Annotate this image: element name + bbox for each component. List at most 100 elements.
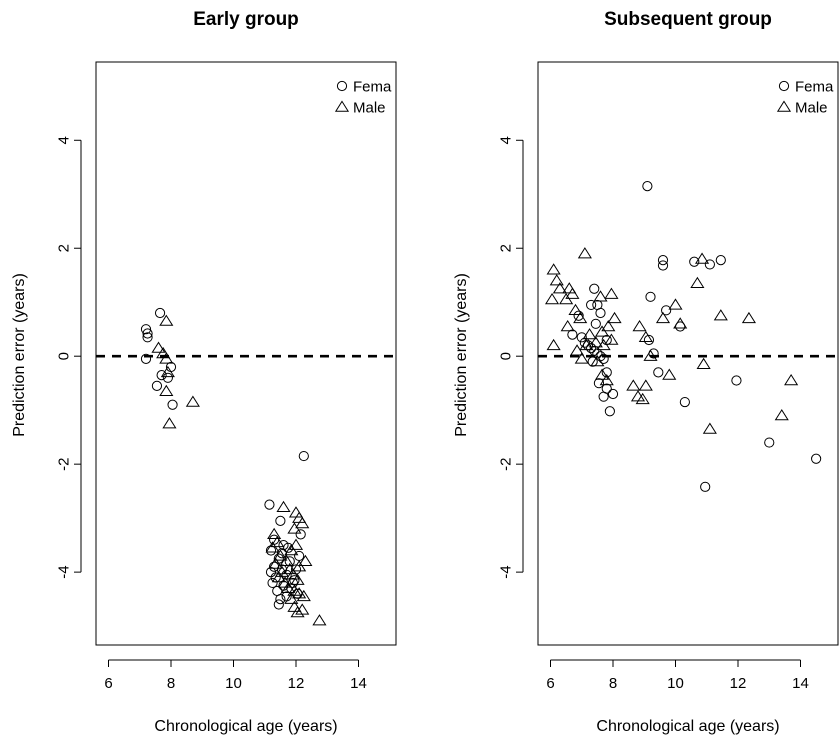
legend-label: Fema: [353, 79, 392, 96]
male-point: [284, 592, 299, 604]
male-point: [696, 357, 711, 369]
female-point: [661, 305, 672, 316]
male-point: [159, 352, 174, 364]
legend-label: Male: [795, 100, 828, 117]
male-point: [632, 319, 647, 332]
male-point: [741, 311, 757, 324]
x-tick-label: 12: [288, 675, 305, 692]
male-point: [690, 276, 705, 289]
female-point: [689, 256, 700, 267]
male-point: [604, 287, 619, 299]
female-point: [264, 499, 275, 510]
male-point: [281, 581, 296, 594]
female-point: [275, 594, 286, 605]
legend-marker: [778, 80, 790, 92]
male-point: [588, 336, 603, 348]
female-point: [140, 353, 152, 364]
female-point: [295, 529, 306, 540]
y-tick-label: 0: [498, 352, 515, 360]
subsequent-group-panel: Subsequent group Chronological age (year…: [453, 9, 839, 735]
female-point: [590, 318, 601, 329]
male-point: [549, 274, 564, 286]
x-tick-label: 14: [350, 675, 367, 692]
male-point: [546, 263, 561, 275]
male-point: [593, 290, 608, 302]
female-point: [642, 181, 653, 192]
legend: Fema Male: [334, 79, 392, 117]
y-axis-label: Prediction error (years): [453, 273, 470, 437]
male-point: [265, 541, 280, 553]
male-point: [577, 247, 592, 259]
x-tick-label: 12: [730, 675, 747, 692]
y-tick-label: 4: [498, 136, 515, 144]
y-tick-label: 4: [56, 136, 73, 144]
male-point: [655, 311, 671, 324]
male-point: [626, 379, 641, 391]
female-point: [700, 481, 711, 492]
data-points: [544, 181, 822, 492]
y-axis-label: Prediction error (years): [11, 273, 28, 437]
male-point: [638, 330, 653, 343]
male-point: [288, 538, 304, 550]
female-point: [704, 259, 715, 270]
male-point: [565, 287, 580, 299]
female-point: [811, 453, 822, 464]
y-tick-label: 0: [56, 352, 73, 360]
male-point: [604, 333, 619, 345]
x-tick-label: 14: [792, 675, 809, 692]
male-point: [185, 395, 200, 407]
x-tick-label: 6: [104, 675, 112, 692]
male-point: [582, 328, 597, 340]
female-point: [162, 372, 173, 383]
male-point: [295, 603, 310, 615]
female-point: [643, 334, 655, 346]
female-point: [142, 328, 153, 339]
y-tick-label: -4: [498, 565, 515, 578]
female-point: [675, 321, 686, 332]
male-point: [290, 573, 305, 585]
female-point: [275, 515, 286, 526]
male-point: [638, 379, 653, 391]
female-point: [657, 260, 669, 271]
x-axis-label: Chronological age (years): [154, 718, 337, 735]
male-point: [288, 506, 304, 518]
male-point: [568, 303, 583, 316]
x-tick-label: 10: [667, 675, 684, 692]
female-point: [298, 450, 309, 462]
female-point: [589, 345, 600, 356]
male-point: [630, 390, 646, 402]
plot-frame: [537, 61, 839, 646]
male-point: [668, 298, 683, 310]
x-tick-label: 6: [546, 675, 554, 692]
x-tick-label: 10: [225, 675, 242, 692]
legend-label: Male: [353, 100, 386, 117]
female-point: [679, 396, 690, 408]
male-point: [573, 311, 588, 324]
male-point: [267, 527, 282, 540]
panel-title: Subsequent group: [604, 9, 772, 30]
female-point: [269, 561, 280, 572]
female-point: [657, 255, 669, 266]
female-point: [576, 332, 587, 343]
female-point: [607, 388, 619, 400]
y-tick-label: -4: [56, 565, 73, 578]
male-point: [560, 319, 575, 332]
male-point: [546, 338, 561, 351]
female-point: [595, 307, 606, 319]
male-point: [298, 554, 313, 567]
male-point: [702, 422, 717, 434]
male-point: [279, 554, 294, 567]
y-tick-label: 2: [498, 244, 515, 252]
female-point: [645, 291, 656, 302]
male-point: [784, 373, 799, 386]
data-points: [140, 307, 327, 626]
y-tick-label: 2: [56, 244, 73, 252]
female-point: [265, 567, 277, 578]
male-point: [295, 517, 310, 529]
male-point: [290, 606, 305, 618]
female-point: [579, 337, 590, 348]
x-axis-label: Chronological age (years): [596, 718, 779, 735]
male-point: [160, 365, 175, 378]
male-point: [287, 522, 302, 534]
